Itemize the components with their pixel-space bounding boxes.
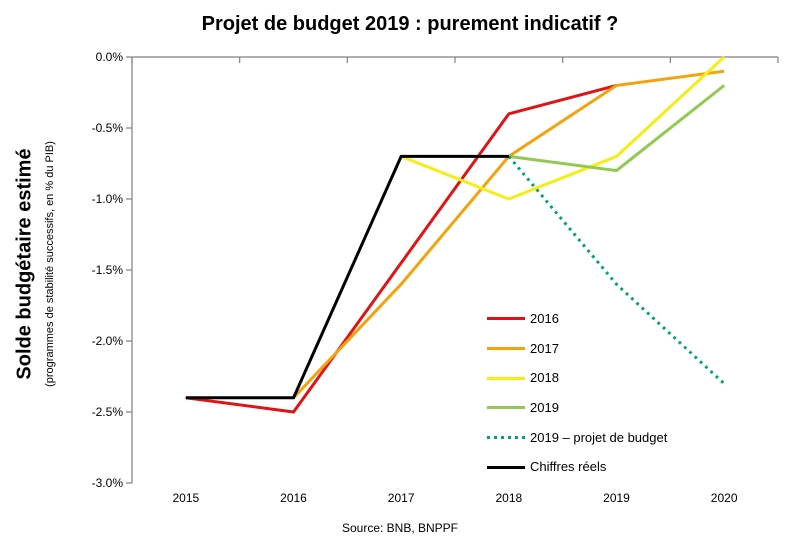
- x-axis-label: 2018: [495, 491, 523, 505]
- legend-item-2017: 2017: [487, 334, 667, 364]
- x-axis-label: 2016: [280, 491, 307, 505]
- legend-item-chiffres-reels: Chiffres réels: [487, 452, 667, 482]
- series-line-2019: [508, 84, 726, 173]
- source-caption: Source: BNB, BNPPF: [341, 521, 459, 535]
- y-tick-label: -2.5%: [91, 405, 123, 419]
- y-tick-label: -0.5%: [91, 121, 123, 135]
- x-axis-label: 2017: [387, 491, 415, 505]
- series-line-2018: [400, 55, 726, 201]
- legend-label: 2018: [530, 370, 559, 386]
- y-tick-label: -3.0%: [91, 476, 123, 490]
- legend-line-sample-2019-projet: [487, 436, 525, 440]
- legend-line-sample-2017: [487, 347, 525, 351]
- x-axis-label: 2019: [603, 491, 630, 505]
- legend-item-2019: 2019: [487, 393, 667, 423]
- series-line-chiffres-r-els: [185, 154, 509, 400]
- legend-label: 2019 – projet de budget: [530, 429, 668, 445]
- x-axis-label: 2020: [710, 491, 738, 505]
- x-axis-label: 2015: [172, 491, 200, 505]
- y-tick-label: -1.5%: [91, 263, 123, 277]
- legend-item-2018: 2018: [487, 363, 667, 393]
- series-line-2019-projet-de-budget: [507, 155, 726, 385]
- legend-item-2019-projet-de-budget: 2019 – projet de budget: [487, 423, 667, 453]
- series-line-2016: [185, 83, 617, 414]
- y-tick-label: -1.0%: [91, 192, 123, 206]
- legend-item-2016: 2016: [487, 304, 667, 334]
- legend-line-sample-2016: [487, 317, 525, 321]
- legend: 2016 2017 2018 2019 2019 – projet de bud…: [487, 304, 667, 482]
- legend-line-sample-chiffres-reels: [487, 465, 525, 469]
- chart-title: Projet de budget 2019 : purement indicat…: [201, 13, 619, 35]
- y-tick-label: -2.0%: [91, 334, 123, 348]
- legend-label: 2017: [530, 340, 559, 356]
- legend-label: 2019: [530, 399, 559, 415]
- legend-line-sample-2019: [487, 406, 525, 410]
- legend-line-sample-2018: [487, 376, 525, 380]
- legend-label: 2016: [530, 310, 559, 326]
- legend-label: Chiffres réels: [530, 459, 607, 475]
- y-tick-label: 0.0%: [95, 50, 123, 64]
